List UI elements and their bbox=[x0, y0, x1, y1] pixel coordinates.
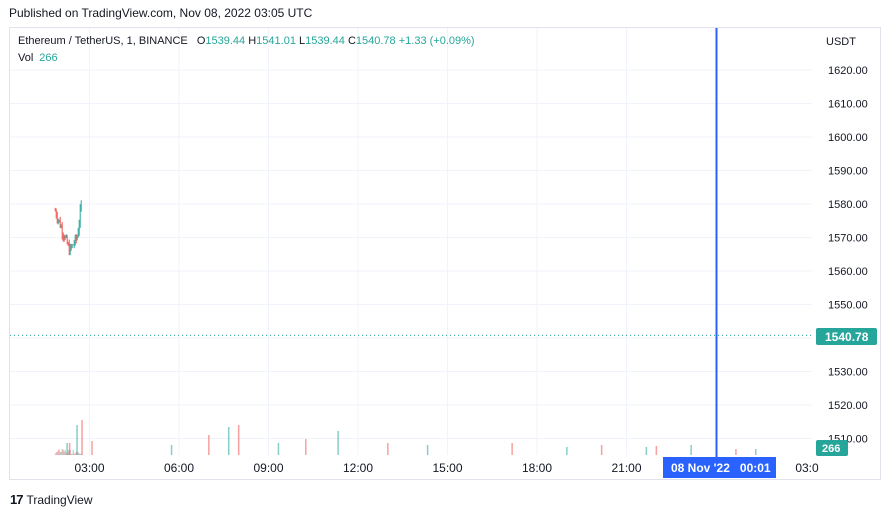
price-axis[interactable]: USDT 1620.00 1610.00 1600.00 1590.00 1580.00… bbox=[826, 36, 868, 446]
y-tick-label: 1580.00 bbox=[828, 199, 868, 211]
y-tick-label: 1590.00 bbox=[828, 166, 868, 178]
tradingview-logo-icon: 17 bbox=[10, 492, 24, 507]
low-label: L bbox=[299, 35, 306, 47]
footer-brand[interactable]: 17 TradingView bbox=[10, 492, 93, 507]
crosshair-time-tag-bg bbox=[663, 457, 776, 478]
volume-label: Vol bbox=[18, 52, 34, 64]
published-caption: Published on TradingView.com, Nov 08, 20… bbox=[9, 6, 313, 20]
y-tick-label: 1610.00 bbox=[828, 99, 868, 111]
volume-bars bbox=[54, 420, 757, 455]
open-value: 1539.44 bbox=[205, 35, 246, 47]
last-price-tag: 1540.78 bbox=[816, 328, 877, 345]
high-label: H bbox=[248, 35, 257, 47]
x-tick-label: 03:0 bbox=[795, 461, 819, 475]
x-tick-label: 03:00 bbox=[74, 461, 104, 475]
ohlc-legend: Ethereum / TetherUS, 1, BINANCE O1539.44… bbox=[18, 35, 475, 47]
y-tick-label: 1550.00 bbox=[828, 300, 868, 312]
last-price-tag-text: 1540.78 bbox=[825, 330, 869, 344]
y-tick-label: 1530.00 bbox=[828, 367, 868, 379]
last-volume-tag-text: 266 bbox=[822, 443, 840, 455]
currency-label: USDT bbox=[826, 36, 856, 48]
last-volume-tag: 266 bbox=[816, 440, 848, 456]
tradingview-brand-label: TradingView bbox=[26, 492, 93, 507]
open-label: O bbox=[196, 35, 206, 47]
y-tick-label: 1560.00 bbox=[828, 266, 868, 278]
volume-legend: Vol 266 bbox=[18, 52, 58, 64]
y-tick-label: 1620.00 bbox=[828, 65, 868, 77]
x-tick-label: 15:00 bbox=[432, 461, 462, 475]
candles bbox=[54, 200, 82, 256]
chart-frame[interactable] bbox=[9, 27, 881, 480]
change-value: +1.33 (+0.09%) bbox=[398, 35, 475, 47]
x-tick-label: 12:00 bbox=[343, 461, 373, 475]
volume-value: 266 bbox=[39, 52, 58, 64]
x-tick-label: 09:00 bbox=[253, 461, 283, 475]
y-tick-label: 1520.00 bbox=[828, 400, 868, 412]
symbol-label[interactable]: Ethereum / TetherUS, 1, BINANCE bbox=[18, 35, 188, 47]
y-tick-label: 1600.00 bbox=[828, 132, 868, 144]
last-price-tag-bg bbox=[816, 328, 877, 345]
time-axis[interactable]: 03:00 06:00 09:00 12:00 15:00 18:00 21:00 03:0 bbox=[74, 461, 819, 475]
y-tick-label: 1570.00 bbox=[828, 233, 868, 245]
close-label: C bbox=[347, 35, 356, 47]
crosshair-time-tag-text: 08 Nov '22 00:01 bbox=[671, 461, 771, 475]
high-value: 1541.01 bbox=[256, 35, 296, 47]
x-tick-label: 06:00 bbox=[164, 461, 194, 475]
last-volume-tag-bg bbox=[816, 440, 848, 456]
x-tick-label: 21:00 bbox=[611, 461, 641, 475]
crosshair-time-tag: 08 Nov '22 00:01 bbox=[663, 457, 776, 478]
low-value: 1539.44 bbox=[305, 35, 345, 47]
x-tick-label: 18:00 bbox=[522, 461, 552, 475]
close-value: 1540.78 bbox=[355, 35, 396, 47]
grid-lines bbox=[10, 28, 812, 455]
